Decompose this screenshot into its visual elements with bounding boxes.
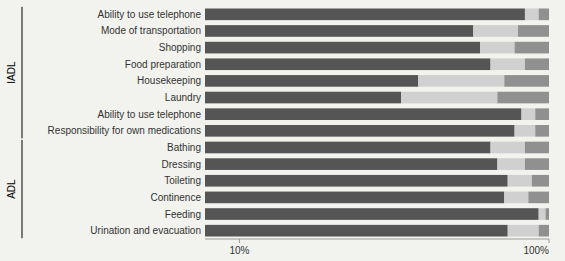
bar-segment: [205, 42, 480, 54]
bar-segment: [205, 208, 539, 220]
bar-segment: [525, 142, 549, 154]
group-label: IADL: [7, 61, 18, 84]
bar-segment: [508, 225, 539, 237]
bar-segment: [205, 158, 497, 170]
group-label: ADL: [7, 179, 18, 199]
category-label: Laundry: [165, 92, 201, 103]
x-tick-label: 100%: [523, 245, 549, 256]
category-label: Feeding: [165, 209, 201, 220]
bar-segment: [535, 108, 549, 120]
bar-segment: [401, 92, 497, 104]
x-tick: [549, 239, 550, 243]
x-tick: [239, 239, 240, 243]
bar-segment: [418, 75, 504, 87]
x-axis-line: [205, 239, 549, 240]
category-label: Mode of transportation: [101, 25, 201, 36]
bar-segment: [205, 92, 401, 104]
bar-segment: [546, 208, 549, 220]
category-label: Housekeeping: [137, 75, 201, 86]
category-label: Toileting: [164, 175, 201, 186]
bar-segment: [504, 192, 528, 204]
bar-segment: [515, 125, 536, 137]
category-label: Food preparation: [125, 59, 201, 70]
category-label: Shopping: [159, 42, 201, 53]
bar-segment: [535, 125, 549, 137]
group-bracket: [22, 7, 23, 138]
group-bracket: [22, 140, 23, 238]
bar-segment: [532, 175, 549, 187]
bar-segment: [528, 192, 549, 204]
bar-segment: [525, 58, 549, 70]
bar-segment: [205, 8, 525, 20]
bar-segment: [539, 8, 549, 20]
x-tick-label: 10%: [229, 245, 249, 256]
bar-segment: [518, 25, 549, 37]
category-label: Urination and evacuation: [90, 225, 201, 236]
bar-segment: [521, 108, 535, 120]
bar-segment: [480, 42, 514, 54]
chart: Ability to use telephone Mode of transpor…: [0, 0, 565, 261]
bar-segment: [205, 125, 515, 137]
bar-segment: [497, 158, 525, 170]
category-label: Ability to use telephone: [98, 109, 202, 120]
bar-segment: [205, 175, 508, 187]
bar-segment: [473, 25, 518, 37]
category-label: Dressing: [162, 159, 201, 170]
bar-segment: [491, 142, 525, 154]
bar-segment: [525, 8, 539, 20]
bar-segment: [205, 25, 473, 37]
bar-segment: [515, 42, 549, 54]
bar-segment: [497, 92, 549, 104]
bar-segment: [205, 192, 504, 204]
category-label: Continence: [150, 192, 201, 203]
category-label: Ability to use telephone: [98, 9, 202, 20]
category-label: Bathing: [167, 142, 201, 153]
bar-segment: [205, 58, 491, 70]
bar-segment: [508, 175, 532, 187]
bar-segment: [525, 158, 549, 170]
bar-segment: [205, 108, 521, 120]
bar-segment: [539, 225, 549, 237]
bars: [205, 8, 549, 236]
bar-segment: [205, 225, 508, 237]
bar-segment: [205, 142, 491, 154]
bar-segment: [504, 75, 549, 87]
bar-segment: [491, 58, 525, 70]
bar-segment: [205, 75, 418, 87]
category-label: Responsibility for own medications: [48, 125, 201, 136]
bar-segment: [539, 208, 546, 220]
